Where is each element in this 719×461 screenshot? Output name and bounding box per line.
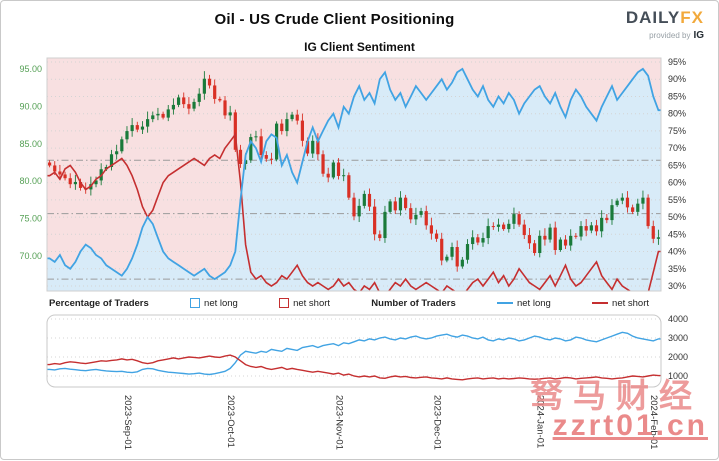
svg-text:70%: 70% [668,143,686,153]
net-short-area [47,58,661,280]
x-axis-date-label: 2023-Sep-01 [122,395,133,450]
provided-by-ig: provided by IG [649,29,704,41]
net-short-box-swatch [279,298,290,308]
svg-text:50%: 50% [668,212,686,222]
net-long-percent-line [47,67,661,281]
x-axis-date-label: 2023-Dec-01 [431,395,442,450]
svg-text:2000: 2000 [668,352,688,362]
bottom-plot-border [46,314,662,388]
svg-text:70.00: 70.00 [19,251,42,261]
net-long-line-swatch [496,301,513,305]
dailyfx-logo[interactable]: DAILYFX provided by IG [625,8,704,41]
logo-fx-text: FX [680,8,704,27]
svg-text:1000: 1000 [668,371,688,381]
svg-text:80%: 80% [668,109,686,119]
net-long-area [47,68,661,291]
svg-text:75.00: 75.00 [19,214,42,224]
legend-pct-net-long: net long [190,298,238,309]
svg-text:60%: 60% [668,178,686,188]
svg-text:35%: 35% [668,264,686,274]
net-long-box-swatch [190,298,201,308]
x-axis-date-label: 2023-Nov-01 [333,395,344,450]
svg-text:3000: 3000 [668,333,688,343]
chart-legend: Percentage of Traders net long net short… [49,296,649,310]
legend-pct-net-long-label: net long [204,297,238,309]
legend-num-net-long-label: net long [516,297,551,309]
svg-text:65%: 65% [668,160,686,170]
legend-pct-net-short: net short [279,298,330,309]
svg-text:90.00: 90.00 [19,101,42,111]
price-candles [47,71,661,272]
legend-pct-net-short-label: net short [293,297,331,309]
x-axis-date-label: 2024-Jan-01 [535,395,546,448]
x-axis-date-label: 2024-Feb-01 [648,395,659,449]
svg-text:30%: 30% [668,281,686,291]
svg-text:55%: 55% [668,195,686,205]
ig-logo: IG [693,29,704,41]
svg-text:85%: 85% [668,91,686,101]
svg-text:95.00: 95.00 [19,64,42,74]
watermark-text: 驽马财经 [530,377,702,414]
svg-text:4000: 4000 [668,314,688,324]
watermark-url: zzrt01.cn [552,409,708,442]
legend-number-title: Number of Traders [371,297,456,309]
net-long-count-line [47,331,661,376]
chart-subtitle: IG Client Sentiment [304,40,415,54]
legend-percentage-title: Percentage of Traders [49,297,149,309]
dailyfx-logo-text: DAILYFX [625,8,704,27]
x-axis-date-label: 2023-Oct-01 [225,395,236,448]
svg-text:45%: 45% [668,229,686,239]
legend-num-net-short-label: net short [612,297,649,309]
svg-text:90%: 90% [668,74,686,84]
svg-text:95%: 95% [668,57,686,67]
svg-text:85.00: 85.00 [19,139,42,149]
legend-num-net-long: net long [496,297,551,309]
svg-text:80.00: 80.00 [19,176,42,186]
main-plot-border [46,57,662,292]
svg-text:40%: 40% [668,247,686,257]
legend-num-net-short: net short [592,298,649,309]
net-short-line-swatch [592,301,609,305]
page-title: Oil - US Crude Client Positioning [214,11,455,28]
net-short-count-line [47,354,661,381]
svg-text:75%: 75% [668,126,686,136]
